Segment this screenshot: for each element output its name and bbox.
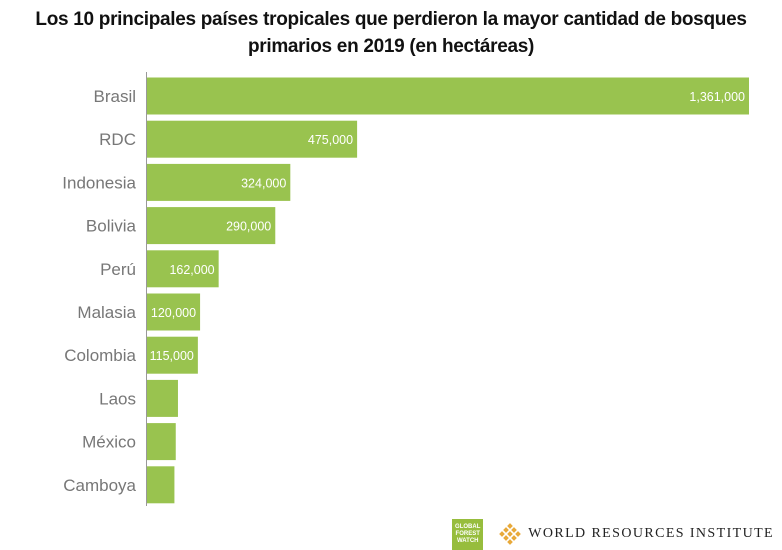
bars-group: Brasil 1,361,000 RDC 475,000 Indonesia 324,00… xyxy=(62,77,749,504)
value-label-4: 162,000 xyxy=(169,263,214,277)
value-label-1: 475,000 xyxy=(308,133,353,147)
bar-6 xyxy=(147,336,198,374)
bar-5 xyxy=(147,293,201,331)
wri-logo-icon xyxy=(499,523,522,545)
bar-7 xyxy=(147,379,178,417)
category-label-0: Brasil xyxy=(93,87,136,106)
bar-0 xyxy=(147,77,749,115)
category-label-7: Laos xyxy=(99,389,136,408)
gfw-logo-line-2: FOREST xyxy=(455,530,480,537)
bar-1 xyxy=(147,120,358,158)
bar-4 xyxy=(147,250,219,288)
bar-9 xyxy=(147,466,175,504)
logos: GLOBAL FOREST WATCH WORLD RESOURCES INST… xyxy=(452,518,774,550)
category-label-6: Colombia xyxy=(64,346,136,365)
value-label-3: 290,000 xyxy=(226,220,271,234)
bar-8 xyxy=(147,423,176,461)
global-forest-watch-logo: GLOBAL FOREST WATCH xyxy=(452,518,484,550)
category-label-5: Malasia xyxy=(77,303,136,322)
category-label-1: RDC xyxy=(99,130,136,149)
category-label-8: México xyxy=(82,433,136,452)
gfw-logo-line-1: GLOBAL xyxy=(455,523,481,530)
bar-2 xyxy=(147,163,291,201)
category-label-4: Perú xyxy=(100,260,136,279)
bar-3 xyxy=(147,207,276,245)
category-label-2: Indonesia xyxy=(62,173,136,192)
value-label-5: 120,000 xyxy=(151,306,196,320)
chart-title: Los 10 principales países tropicales que… xyxy=(35,9,747,57)
value-label-0: 1,361,000 xyxy=(689,90,745,104)
value-label-6: 115,000 xyxy=(150,349,194,363)
gfw-logo-line-3: WATCH xyxy=(456,537,479,544)
category-label-3: Bolivia xyxy=(86,217,137,236)
category-label-9: Camboya xyxy=(63,476,136,495)
wri-logo-text: WORLD RESOURCES INSTITUTE xyxy=(528,526,774,541)
value-label-2: 324,000 xyxy=(241,176,286,190)
